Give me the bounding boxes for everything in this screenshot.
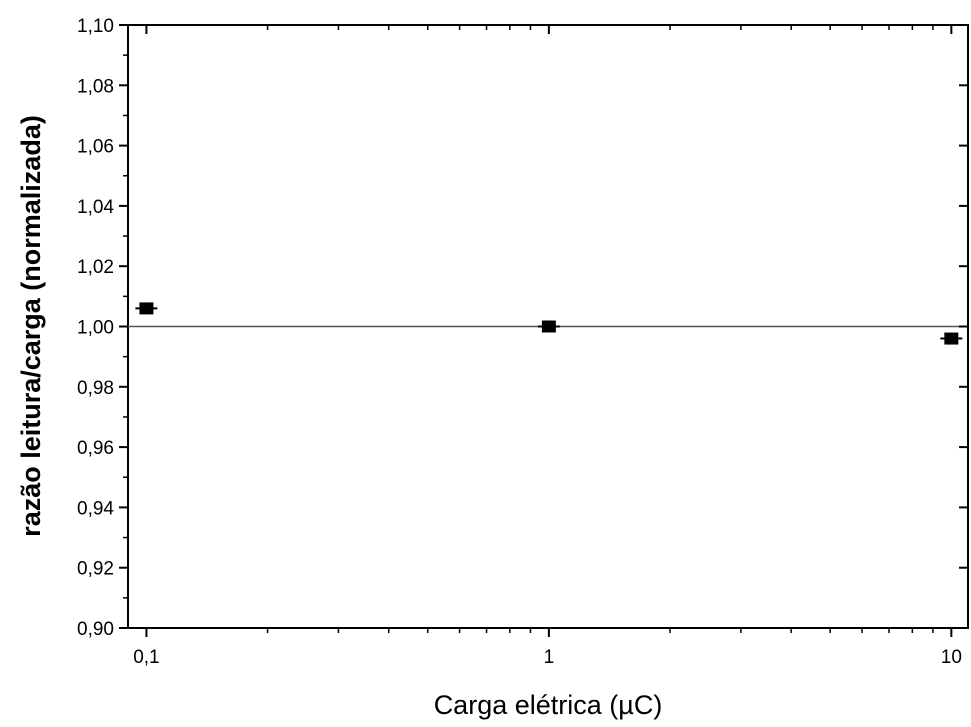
y-tick-label: 1,06 — [77, 137, 114, 158]
y-tick-label: 0,98 — [77, 378, 114, 399]
data-point — [944, 332, 959, 345]
y-tick-label: 0,94 — [77, 498, 114, 519]
y-tick-label: 1,04 — [77, 197, 114, 218]
data-point — [139, 302, 154, 315]
y-tick-label: 1,02 — [77, 257, 114, 278]
x-tick-label: 0,1 — [133, 647, 159, 668]
y-tick-label: 1,00 — [77, 318, 114, 339]
y-tick-label: 0,90 — [77, 619, 114, 640]
y-tick-label: 0,92 — [77, 559, 114, 580]
y-axis: 0,90 0,92 0,94 0,96 0,98 1,00 1,02 1,04 1,06 1,08… — [77, 16, 968, 640]
x-axis: 0,1 1 10 — [133, 25, 962, 668]
data-points — [135, 302, 963, 345]
x-axis-title: Carga elétrica (µC) — [434, 690, 663, 720]
data-point — [541, 320, 556, 333]
y-axis-title: razão leitura/carga (normalizada) — [16, 115, 46, 537]
x-tick-label: 1 — [544, 647, 555, 668]
y-tick-label: 1,10 — [77, 16, 114, 37]
y-tick-label: 1,08 — [77, 76, 114, 97]
y-tick-label: 0,96 — [77, 438, 114, 459]
x-tick-label: 10 — [941, 647, 962, 668]
